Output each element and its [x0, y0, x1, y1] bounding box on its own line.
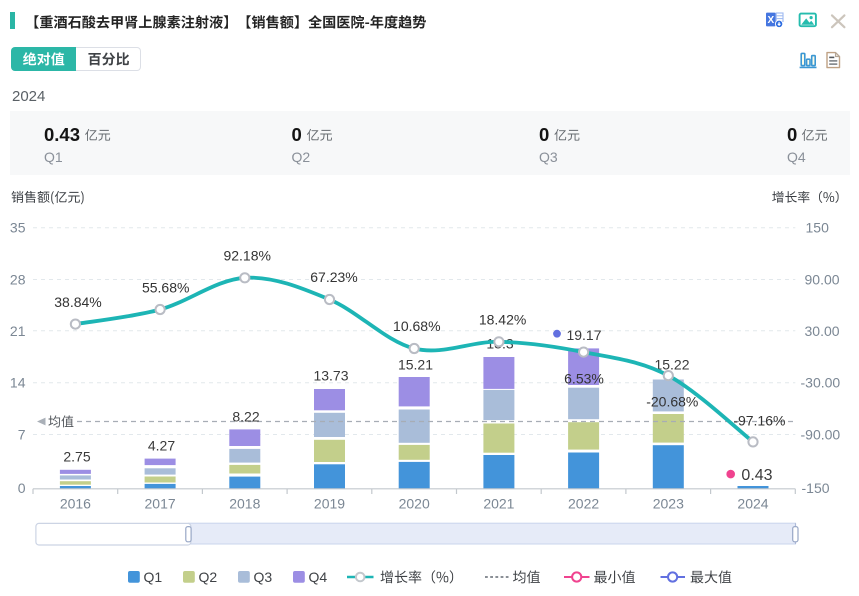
svg-text:2018: 2018: [229, 496, 260, 512]
svg-text:92.18%: 92.18%: [223, 247, 270, 263]
svg-text:-30.00: -30.00: [801, 375, 841, 391]
svg-text:38.84%: 38.84%: [54, 294, 101, 310]
svg-text:-97.16%: -97.16%: [733, 413, 785, 429]
svg-text:8.22: 8.22: [232, 409, 259, 425]
svg-text:150: 150: [806, 220, 830, 236]
svg-text:7: 7: [18, 427, 26, 443]
svg-text:-20.68%: -20.68%: [646, 394, 698, 410]
svg-text:2020: 2020: [399, 496, 430, 512]
svg-text:30.00: 30.00: [805, 323, 840, 339]
svg-text:2021: 2021: [483, 496, 514, 512]
svg-text:X: X: [767, 15, 774, 26]
svg-text:18.42%: 18.42%: [479, 312, 526, 328]
svg-text:67.23%: 67.23%: [310, 269, 357, 285]
svg-text:14: 14: [10, 375, 26, 391]
svg-text:4.27: 4.27: [148, 437, 175, 453]
svg-text:2023: 2023: [653, 496, 684, 512]
svg-text:2019: 2019: [314, 496, 345, 512]
svg-text:21: 21: [10, 323, 26, 339]
svg-text:-150: -150: [802, 480, 830, 496]
svg-text:Q4: Q4: [309, 569, 328, 585]
svg-text:Q3: Q3: [254, 569, 273, 585]
svg-text:15.21: 15.21: [398, 356, 433, 372]
svg-text:0.43: 0.43: [741, 467, 772, 484]
svg-text:35: 35: [10, 220, 26, 236]
svg-text:-90.00: -90.00: [801, 427, 841, 443]
svg-text:15.22: 15.22: [654, 357, 689, 373]
svg-text:2017: 2017: [145, 496, 176, 512]
svg-text:2.75: 2.75: [63, 449, 90, 465]
svg-text:19.17: 19.17: [566, 327, 601, 343]
svg-text:2016: 2016: [60, 496, 91, 512]
svg-text:55.68%: 55.68%: [142, 279, 189, 295]
svg-text:90.00: 90.00: [805, 272, 840, 288]
svg-text:2024: 2024: [737, 496, 768, 512]
svg-text:Q2: Q2: [199, 569, 218, 585]
svg-text:10.68%: 10.68%: [393, 318, 440, 334]
svg-text:13.73: 13.73: [313, 368, 348, 384]
svg-text:28: 28: [10, 272, 26, 288]
svg-text:0: 0: [18, 480, 26, 496]
svg-text:2022: 2022: [568, 496, 599, 512]
svg-text:6.53%: 6.53%: [564, 371, 604, 387]
svg-text:Q1: Q1: [144, 569, 163, 585]
